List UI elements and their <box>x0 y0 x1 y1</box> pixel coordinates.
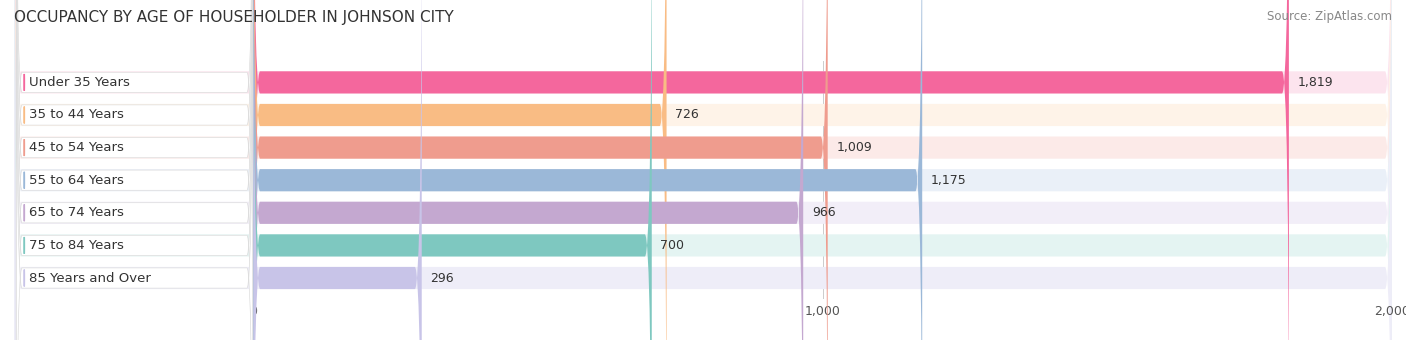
Text: 1,009: 1,009 <box>837 141 872 154</box>
FancyBboxPatch shape <box>253 0 922 340</box>
FancyBboxPatch shape <box>253 0 422 340</box>
Text: 45 to 54 Years: 45 to 54 Years <box>30 141 124 154</box>
Text: 700: 700 <box>661 239 685 252</box>
FancyBboxPatch shape <box>14 0 1392 340</box>
Text: 296: 296 <box>430 272 454 285</box>
Text: 1,175: 1,175 <box>931 174 966 187</box>
FancyBboxPatch shape <box>253 0 828 340</box>
FancyBboxPatch shape <box>17 0 253 340</box>
FancyBboxPatch shape <box>17 0 253 340</box>
Text: Under 35 Years: Under 35 Years <box>30 76 129 89</box>
FancyBboxPatch shape <box>253 0 1289 340</box>
FancyBboxPatch shape <box>14 0 1392 340</box>
FancyBboxPatch shape <box>14 0 1392 340</box>
Text: 35 to 44 Years: 35 to 44 Years <box>30 108 124 121</box>
FancyBboxPatch shape <box>253 0 803 340</box>
FancyBboxPatch shape <box>14 0 1392 340</box>
FancyBboxPatch shape <box>17 0 253 340</box>
Text: 966: 966 <box>811 206 835 219</box>
FancyBboxPatch shape <box>17 0 253 340</box>
Text: 726: 726 <box>675 108 699 121</box>
FancyBboxPatch shape <box>17 0 253 340</box>
FancyBboxPatch shape <box>17 0 253 340</box>
Text: 1,819: 1,819 <box>1298 76 1333 89</box>
FancyBboxPatch shape <box>253 0 652 340</box>
Text: Source: ZipAtlas.com: Source: ZipAtlas.com <box>1267 10 1392 23</box>
FancyBboxPatch shape <box>14 0 1392 340</box>
FancyBboxPatch shape <box>17 0 253 340</box>
FancyBboxPatch shape <box>14 0 1392 340</box>
FancyBboxPatch shape <box>253 0 666 340</box>
Text: 55 to 64 Years: 55 to 64 Years <box>30 174 124 187</box>
Text: OCCUPANCY BY AGE OF HOUSEHOLDER IN JOHNSON CITY: OCCUPANCY BY AGE OF HOUSEHOLDER IN JOHNS… <box>14 10 454 25</box>
Text: 85 Years and Over: 85 Years and Over <box>30 272 150 285</box>
Text: 65 to 74 Years: 65 to 74 Years <box>30 206 124 219</box>
Text: 75 to 84 Years: 75 to 84 Years <box>30 239 124 252</box>
FancyBboxPatch shape <box>14 0 1392 340</box>
